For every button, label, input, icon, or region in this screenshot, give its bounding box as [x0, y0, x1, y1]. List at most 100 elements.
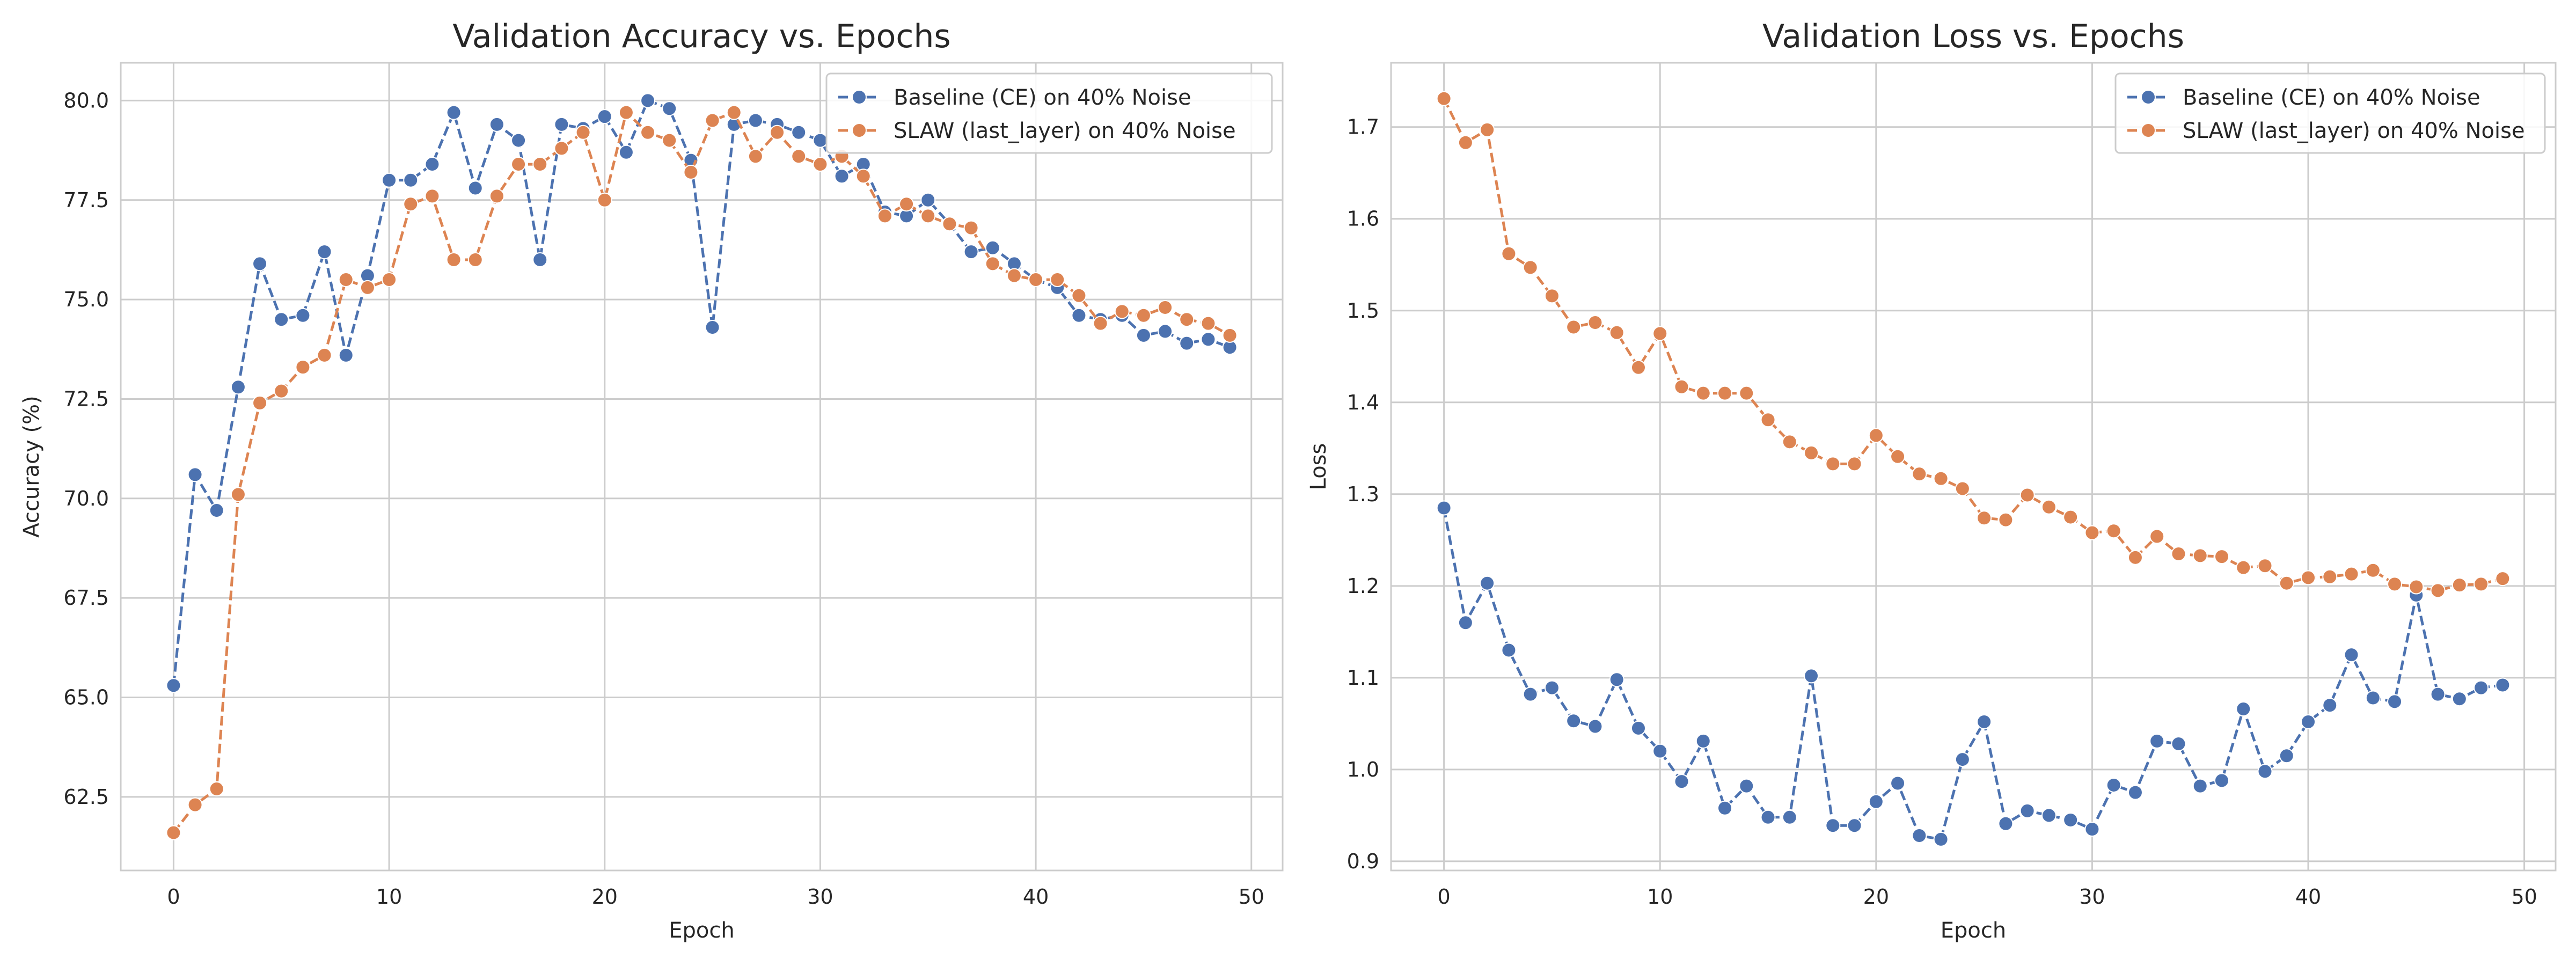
data-point: [252, 256, 268, 272]
data-point: [2409, 579, 2424, 595]
data-point: [705, 320, 720, 335]
data-point: [985, 240, 1000, 255]
data-point: [791, 125, 807, 140]
data-point: [2214, 549, 2229, 565]
data-point: [1760, 809, 1776, 825]
x-tick-label: 0: [167, 885, 180, 909]
data-point: [791, 149, 807, 164]
x-tick-label: 40: [1023, 885, 1049, 909]
data-point: [963, 244, 979, 260]
data-point: [1977, 714, 1992, 729]
data-point: [2106, 777, 2121, 793]
data-point: [166, 678, 181, 693]
data-point: [317, 347, 332, 363]
data-point: [252, 395, 268, 411]
data-point: [2279, 575, 2294, 591]
data-point: [230, 379, 246, 395]
data-point: [1998, 512, 2014, 528]
data-point: [2214, 773, 2229, 788]
data-point: [1890, 775, 1906, 791]
data-point: [1201, 316, 1216, 331]
plot-frame: [120, 62, 1284, 872]
data-point: [618, 144, 634, 160]
data-point: [1501, 642, 1517, 658]
data-point: [2019, 487, 2035, 503]
data-point: [1480, 575, 1495, 591]
x-tick-label: 50: [2511, 885, 2537, 909]
data-point: [382, 272, 397, 288]
data-point: [1998, 816, 2014, 831]
data-point: [899, 196, 914, 212]
data-point: [1179, 335, 1195, 351]
data-point: [1912, 828, 1927, 844]
legend-label: SLAW (last_layer) on 40% Noise: [894, 119, 1236, 143]
legend-label: Baseline (CE) on 40% Noise: [2183, 85, 2480, 110]
data-point: [425, 157, 440, 172]
legend-marker: [2141, 90, 2156, 105]
data-point: [748, 149, 763, 164]
legend-marker: [852, 90, 867, 105]
data-point: [1158, 324, 1173, 339]
data-point: [834, 169, 850, 184]
data-point: [2365, 562, 2381, 578]
data-point: [2171, 546, 2186, 561]
data-point: [1739, 385, 1754, 401]
data-point: [1825, 818, 1841, 833]
data-point: [187, 797, 203, 813]
data-point: [813, 133, 828, 148]
y-tick-label: 72.5: [63, 387, 109, 411]
data-point: [1050, 272, 1065, 288]
data-point: [338, 347, 354, 363]
data-point: [1652, 326, 1668, 341]
data-point: [1006, 268, 1022, 283]
data-point: [2149, 733, 2165, 749]
data-point: [2387, 694, 2403, 709]
data-point: [2127, 785, 2143, 800]
data-point: [640, 125, 656, 140]
data-point: [2019, 803, 2035, 818]
y-tick-label: 1.4: [1347, 391, 1379, 414]
data-point: [1695, 733, 1711, 749]
legend-label: Baseline (CE) on 40% Noise: [894, 85, 1191, 110]
data-point: [467, 252, 483, 267]
data-point: [1544, 680, 1560, 696]
y-tick-label: 1.5: [1347, 299, 1379, 323]
data-point: [1825, 456, 1841, 472]
data-point: [2322, 569, 2338, 584]
data-point: [209, 503, 224, 518]
data-point: [1933, 831, 1949, 847]
data-point: [1782, 809, 1797, 825]
legend-box: [2114, 72, 2546, 154]
data-point: [597, 109, 612, 125]
x-tick-label: 10: [1647, 885, 1673, 909]
series-line-baseline: [1443, 508, 2503, 841]
data-point: [575, 125, 591, 140]
y-tick-label: 70.0: [63, 487, 109, 510]
data-point: [1847, 818, 1862, 833]
data-point: [618, 105, 634, 120]
x-tick-label: 10: [376, 885, 402, 909]
data-point: [1695, 385, 1711, 401]
data-point: [2387, 576, 2403, 592]
data-point: [1804, 445, 1819, 460]
data-point: [748, 113, 763, 128]
data-point: [1566, 319, 1582, 335]
y-tick-label: 1.3: [1347, 482, 1379, 506]
data-point: [446, 105, 462, 120]
data-point: [963, 220, 979, 236]
data-point: [2106, 523, 2121, 539]
y-axis-label: Accuracy (%): [19, 396, 44, 538]
data-point: [2171, 736, 2186, 751]
data-point: [338, 272, 354, 288]
data-point: [532, 252, 548, 267]
data-point: [1544, 288, 1560, 304]
data-point: [511, 157, 526, 172]
data-point: [726, 105, 742, 120]
x-tick-label: 20: [1863, 885, 1889, 909]
data-point: [1028, 272, 1044, 288]
data-point: [360, 280, 375, 295]
x-tick-label: 0: [1438, 885, 1451, 909]
data-point: [1868, 428, 1884, 443]
y-tick-label: 62.5: [63, 785, 109, 809]
